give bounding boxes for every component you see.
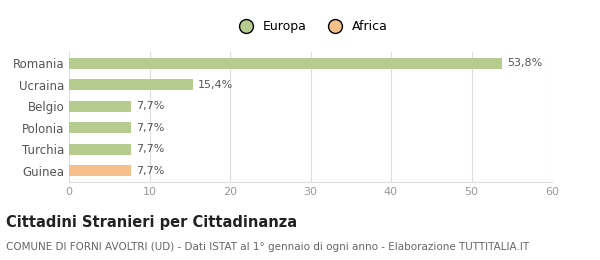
Bar — [69, 165, 131, 176]
Bar — [69, 122, 131, 133]
Bar — [69, 101, 131, 112]
Text: 7,7%: 7,7% — [136, 123, 164, 133]
Bar — [69, 144, 131, 155]
Text: 7,7%: 7,7% — [136, 101, 164, 111]
Legend: Europa, Africa: Europa, Africa — [229, 17, 392, 37]
Text: 15,4%: 15,4% — [198, 80, 233, 90]
Text: 53,8%: 53,8% — [507, 58, 542, 68]
Bar — [69, 79, 193, 90]
Bar — [69, 58, 502, 69]
Text: COMUNE DI FORNI AVOLTRI (UD) - Dati ISTAT al 1° gennaio di ogni anno - Elaborazi: COMUNE DI FORNI AVOLTRI (UD) - Dati ISTA… — [6, 242, 529, 252]
Text: 7,7%: 7,7% — [136, 166, 164, 176]
Text: 7,7%: 7,7% — [136, 144, 164, 154]
Text: Cittadini Stranieri per Cittadinanza: Cittadini Stranieri per Cittadinanza — [6, 214, 297, 230]
